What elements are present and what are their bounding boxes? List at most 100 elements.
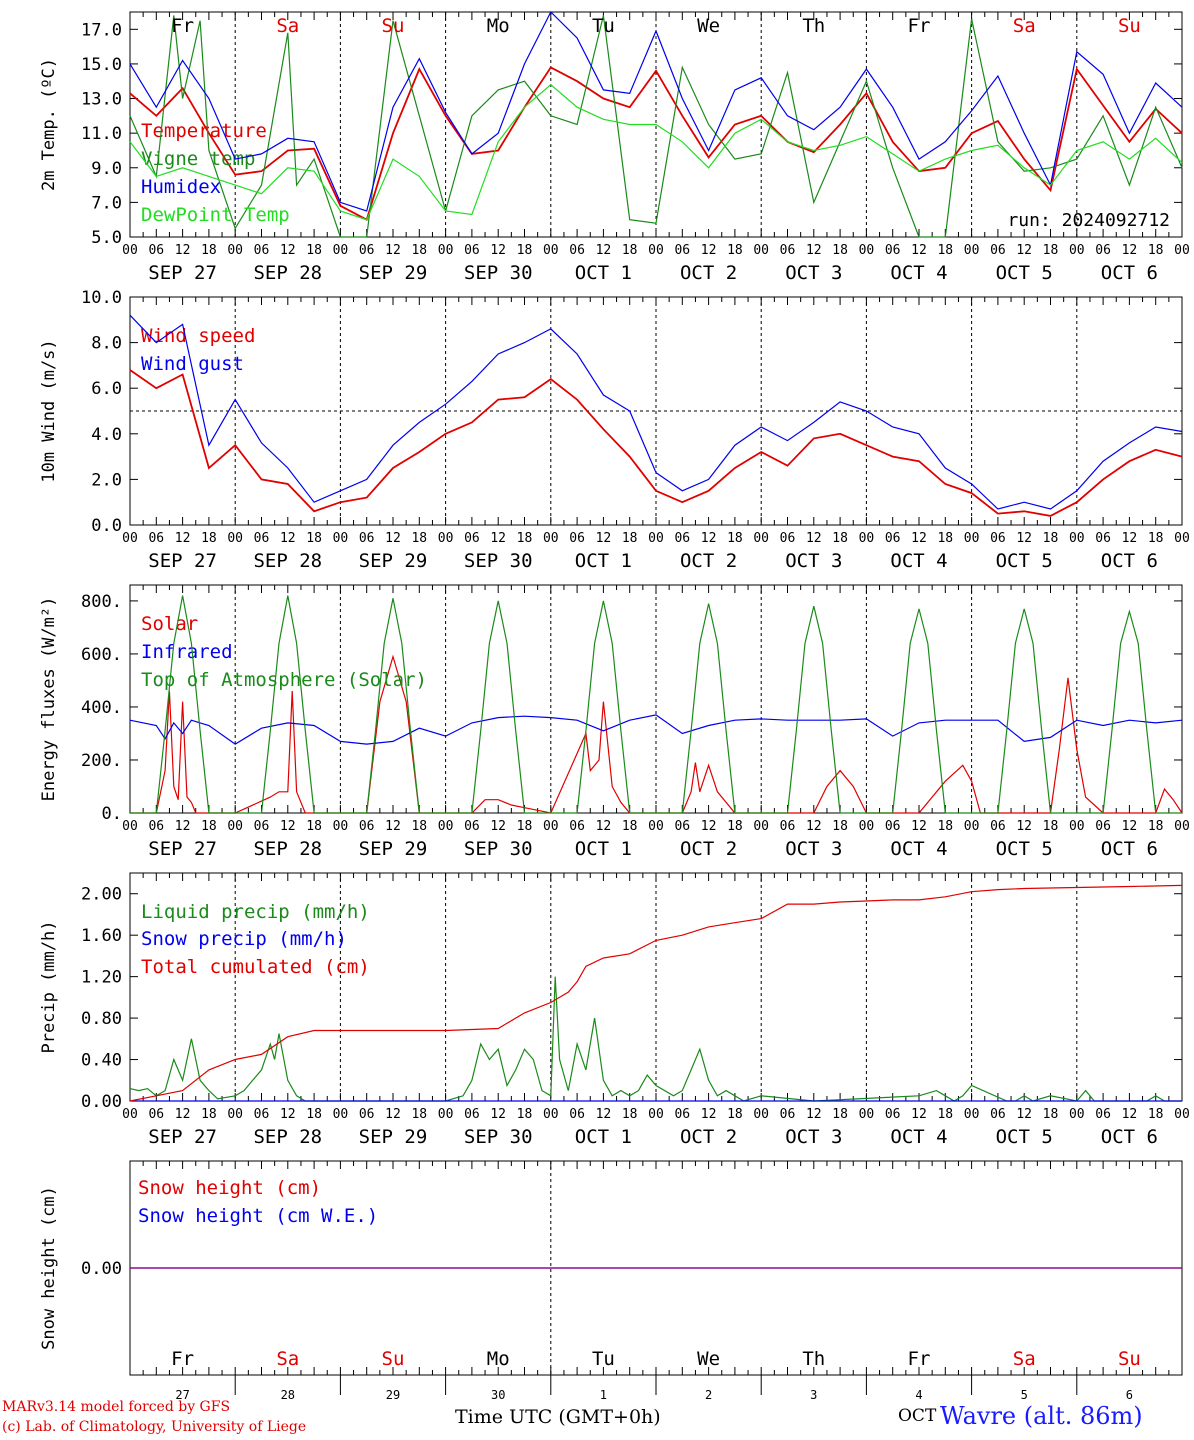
date-label: SEP 28 <box>253 550 322 572</box>
x-hour-label: 06 <box>569 1107 585 1122</box>
x-hour-label: 18 <box>1148 243 1164 258</box>
date-label: OCT 4 <box>890 550 947 572</box>
x-hour-label: 12 <box>806 531 822 546</box>
date-label: SEP 29 <box>359 550 428 572</box>
x-hour-label: 12 <box>490 243 506 258</box>
x-hour-label: 18 <box>306 819 322 834</box>
x-hour-label: 06 <box>674 819 690 834</box>
x-hour-label: 00 <box>543 243 559 258</box>
x-hour-label: 12 <box>280 243 296 258</box>
x-hour-label: 18 <box>201 243 217 258</box>
date-label: OCT 2 <box>680 838 737 860</box>
x-hour-label: 00 <box>438 531 454 546</box>
legend-entry: Total cumulated (cm) <box>141 956 370 978</box>
x-hour-label: 18 <box>937 819 953 834</box>
x-hour-label: 06 <box>569 819 585 834</box>
date-label: OCT 5 <box>996 550 1053 572</box>
x-hour-label: 06 <box>885 1107 901 1122</box>
date-label: OCT 3 <box>785 262 842 284</box>
x-hour-label: 06 <box>148 243 164 258</box>
y-tick-label: 0.0 <box>91 516 122 536</box>
x-hour-label: 00 <box>648 531 664 546</box>
y-tick-label: 600. <box>81 645 122 665</box>
y-tick-label: 2.0 <box>91 470 122 490</box>
legend-entry: Wind speed <box>141 325 255 347</box>
series-line <box>129 15 1183 238</box>
day-number: 2 <box>705 1388 712 1402</box>
x-hour-label: 18 <box>832 531 848 546</box>
legend-entry: Solar <box>141 613 198 635</box>
x-hour-label: 12 <box>1016 1107 1032 1122</box>
y-axis-title: 2m Temp. (ºC) <box>39 58 59 191</box>
series-line <box>129 884 1183 1102</box>
x-hour-label: 18 <box>832 243 848 258</box>
x-hour-label: 00 <box>859 243 875 258</box>
date-label: SEP 28 <box>253 838 322 860</box>
y-tick-label: 8.0 <box>91 334 122 354</box>
x-hour-label: 18 <box>411 1107 427 1122</box>
date-label: SEP 28 <box>253 1126 322 1148</box>
x-hour-label: 00 <box>753 531 769 546</box>
date-label: SEP 30 <box>464 1126 533 1148</box>
x-hour-label: 00 <box>122 243 138 258</box>
x-hour-label: 00 <box>859 531 875 546</box>
x-hour-label: 12 <box>1122 1107 1138 1122</box>
day-number: 4 <box>915 1388 922 1402</box>
x-hour-label: 12 <box>1016 819 1032 834</box>
x-hour-label: 06 <box>148 531 164 546</box>
series-line <box>130 654 1183 814</box>
y-tick-label: 1.60 <box>81 926 122 946</box>
x-hour-label: 18 <box>306 1107 322 1122</box>
date-label: OCT 1 <box>575 262 632 284</box>
panel-1: 00 06 12 18 00 06 12 18 00 06 12 18 00 06 12 18 00 06 12 18… <box>39 10 1190 284</box>
date-label: OCT 6 <box>1101 1126 1158 1148</box>
weekday-label: Sa <box>276 15 299 37</box>
x-hour-label: 06 <box>1095 819 1111 834</box>
y-tick-label: 5.0 <box>91 228 122 248</box>
x-hour-label: 18 <box>937 243 953 258</box>
x-hour-label: 00 <box>648 819 664 834</box>
panel-3: 00 06 12 18 00 06 12 18 00 06 12 18 00 06 12 18 00 06 12 18… <box>39 584 1190 860</box>
x-hour-label: 06 <box>1095 243 1111 258</box>
x-hour-label: 12 <box>911 531 927 546</box>
x-hour-label: 00 <box>227 1107 243 1122</box>
legend-entry: Humidex <box>141 176 221 198</box>
x-hour-label: 12 <box>1016 243 1032 258</box>
x-hour-label: 06 <box>148 819 164 834</box>
x-hour-label: 12 <box>701 1107 717 1122</box>
x-hour-label: 12 <box>175 243 191 258</box>
legend-entry: Snow precip (mm/h) <box>141 928 347 950</box>
x-hour-label: 12 <box>385 531 401 546</box>
x-hour-label: 12 <box>1122 819 1138 834</box>
x-hour-label: 12 <box>490 531 506 546</box>
x-hour-label: 00 <box>859 819 875 834</box>
y-axis-title: Precip (mm/h) <box>39 920 59 1053</box>
day-number: 29 <box>386 1388 400 1402</box>
x-hour-label: 18 <box>517 819 533 834</box>
x-hour-label: 00 <box>1069 819 1085 834</box>
x-hour-label: 12 <box>175 819 191 834</box>
x-hour-label: 06 <box>674 1107 690 1122</box>
x-hour-label: 12 <box>806 819 822 834</box>
x-hour-label: 18 <box>411 531 427 546</box>
date-label: SEP 28 <box>253 262 322 284</box>
date-label: SEP 27 <box>148 1126 217 1148</box>
x-hour-label: 00 <box>438 243 454 258</box>
weekday-label-bottom: Tu <box>592 1348 615 1370</box>
x-hour-label: 00 <box>438 1107 454 1122</box>
day-number: 6 <box>1126 1388 1133 1402</box>
x-hour-label: 18 <box>727 531 743 546</box>
month-label: OCT <box>898 1406 937 1426</box>
x-hour-label: 18 <box>517 243 533 258</box>
x-hour-label: 12 <box>280 819 296 834</box>
date-label: OCT 2 <box>680 262 737 284</box>
y-tick-label: 0.00 <box>81 1092 122 1112</box>
x-hour-label: 00 <box>1069 243 1085 258</box>
day-number: 30 <box>491 1388 505 1402</box>
weekday-label-bottom: Sa <box>1013 1348 1036 1370</box>
x-hour-label: 18 <box>201 531 217 546</box>
weekday-label: Fr <box>171 15 194 37</box>
weekday-label: Su <box>1118 15 1141 37</box>
series-line <box>129 83 1183 221</box>
date-label: OCT 1 <box>575 1126 632 1148</box>
